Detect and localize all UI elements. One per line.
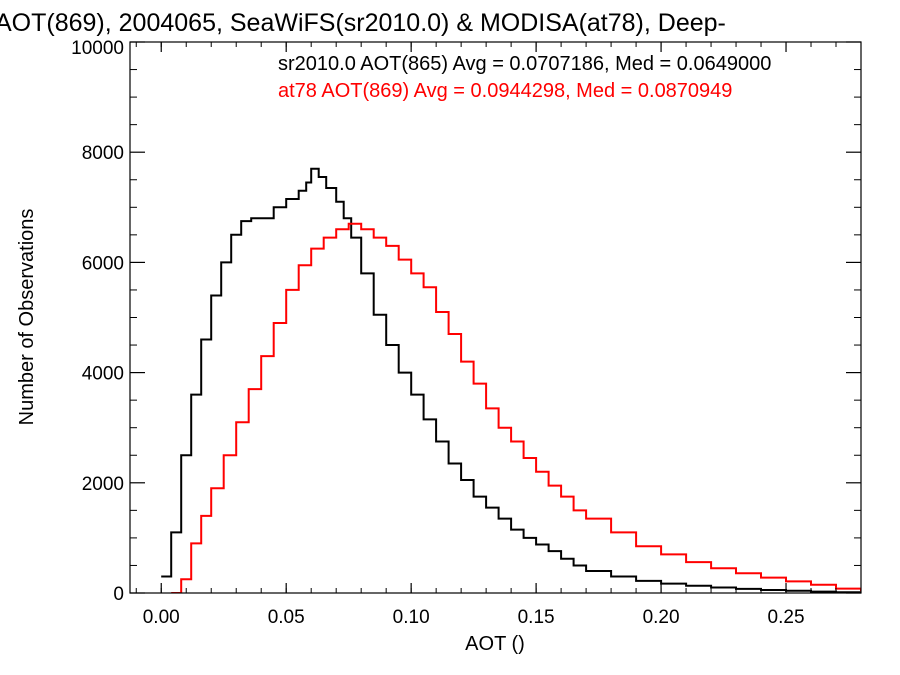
annotation-at78: at78 AOT(869) Avg = 0.0944298, Med = 0.0… (278, 80, 732, 102)
y-tick-label: 6000 (82, 253, 124, 274)
series-layer (161, 167, 861, 593)
annotation-layer: sr2010.0 AOT(865) Avg = 0.0707186, Med =… (278, 53, 771, 102)
x-axis: 0.00 0.05 0.10 0.15 0.20 0.25 (135, 42, 837, 628)
x-tick-label: 0.25 (768, 607, 805, 628)
y-tick-label: 0 (113, 584, 124, 605)
chart-title: AOT(869), 2004065, SeaWiFS(sr2010.0) & M… (0, 9, 726, 37)
y-tick-label: 8000 (82, 143, 124, 164)
y-tick-label: 4000 (82, 364, 124, 385)
y-axis-label: Number of Observations (16, 209, 38, 426)
y-tick-label: 10000 (71, 38, 124, 59)
series-1-line (171, 222, 861, 593)
annotation-sr2010: sr2010.0 AOT(865) Avg = 0.0707186, Med =… (278, 53, 771, 75)
y-axis: 0 2000 4000 6000 8000 10000 (71, 38, 861, 605)
x-tick-label: 0.20 (643, 607, 680, 628)
x-tick-label: 0.15 (518, 607, 555, 628)
series-0-line (161, 167, 861, 593)
y-tick-label: 2000 (82, 474, 124, 495)
plot-frame (129, 41, 862, 594)
x-tick-label: 0.10 (393, 607, 430, 628)
x-tick-label: 0.05 (268, 607, 305, 628)
x-axis-label: AOT () (465, 633, 525, 655)
x-tick-label: 0.00 (143, 607, 180, 628)
